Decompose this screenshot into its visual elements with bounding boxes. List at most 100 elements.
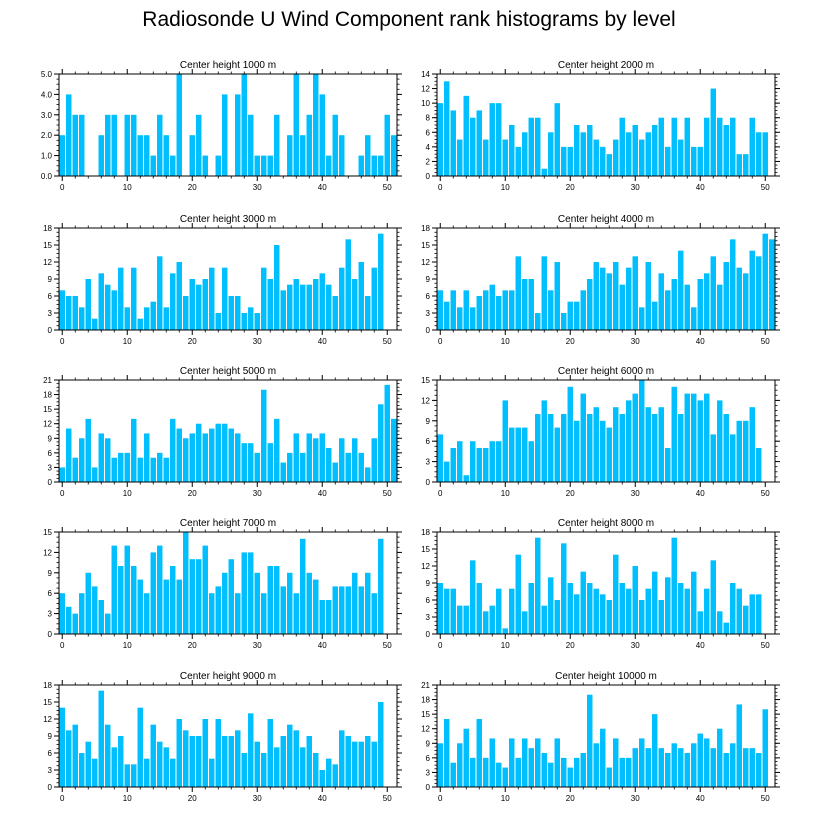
histogram-bar	[457, 139, 463, 176]
histogram-bar	[254, 452, 260, 482]
histogram-bar	[548, 290, 554, 330]
histogram-bar	[749, 250, 755, 330]
histogram-bar	[561, 757, 567, 787]
histogram-bar	[684, 117, 690, 176]
histogram-bar	[554, 600, 560, 634]
histogram-bar	[632, 393, 638, 482]
histogram-bar	[639, 600, 645, 634]
y-tick-label: 5.0	[41, 70, 53, 79]
histogram-bar	[483, 290, 489, 330]
histogram-bar	[300, 538, 306, 634]
y-tick-label: 12	[421, 258, 430, 267]
histogram-bar	[678, 748, 684, 787]
x-tick-label: 20	[188, 641, 197, 650]
panel-title: Center height 9000 m	[180, 671, 276, 682]
histogram-bar	[762, 132, 768, 176]
histogram-bar	[183, 532, 189, 634]
histogram-bar	[489, 284, 495, 330]
histogram-bar	[144, 433, 150, 482]
histogram-bar	[535, 537, 541, 634]
histogram-bar	[632, 748, 638, 787]
y-tick-label: 12	[43, 420, 52, 429]
histogram-bar	[743, 420, 749, 482]
histogram-bar	[267, 279, 273, 330]
histogram-bar	[267, 566, 273, 634]
histogram-bar	[163, 307, 169, 330]
histogram-bar	[209, 267, 215, 330]
histogram-bar	[541, 400, 547, 482]
histogram-bar	[509, 125, 515, 176]
histogram-bar	[658, 407, 664, 482]
histogram-bar	[749, 748, 755, 787]
histogram-bar	[235, 94, 241, 176]
histogram-bar	[137, 135, 143, 176]
histogram-bar	[332, 586, 338, 634]
histogram-bar	[678, 414, 684, 482]
histogram-bar	[209, 758, 215, 787]
histogram-bar	[762, 709, 768, 787]
histogram-bar	[235, 296, 241, 330]
histogram-bar	[98, 273, 104, 330]
histogram-bar	[645, 262, 651, 330]
histogram-bar	[189, 736, 195, 787]
histogram-bar	[209, 593, 215, 634]
histogram-bar	[463, 290, 469, 330]
histogram-bar	[541, 168, 547, 176]
histogram-bar	[332, 296, 338, 330]
histogram-bar	[606, 154, 612, 176]
panel-title: Center height 3000 m	[180, 214, 276, 225]
histogram-bar	[496, 441, 502, 482]
histogram-bar	[131, 764, 137, 787]
y-tick-label: 12	[421, 396, 430, 405]
x-tick-label: 40	[318, 489, 327, 498]
histogram-bar	[476, 110, 482, 176]
histogram-bar	[515, 554, 521, 634]
histogram-bar	[704, 738, 710, 787]
histogram-bar	[723, 262, 729, 330]
x-tick-label: 10	[123, 641, 132, 650]
histogram-bar	[228, 296, 234, 330]
histogram-bar	[509, 290, 515, 330]
histogram-bar	[235, 730, 241, 787]
histogram-bar	[509, 738, 515, 787]
histogram-bar	[639, 139, 645, 176]
panel-title: Center height 6000 m	[558, 366, 654, 377]
histogram-bar	[437, 583, 443, 634]
histogram-bar	[183, 730, 189, 787]
panel-title: Center height 2000 m	[558, 60, 654, 71]
histogram-bar	[85, 741, 91, 787]
histogram-bar	[92, 758, 98, 787]
histogram-bar	[189, 135, 195, 176]
x-tick-label: 10	[123, 489, 132, 498]
histogram-bar	[613, 262, 619, 330]
histogram-bar	[470, 560, 476, 634]
histogram-bar	[502, 628, 508, 634]
x-tick-label: 0	[438, 641, 443, 650]
histogram-bar	[697, 279, 703, 330]
histogram-bar	[313, 579, 319, 634]
histogram-bar	[254, 572, 260, 634]
histogram-bar	[85, 279, 91, 330]
histogram-bar	[671, 279, 677, 330]
y-tick-label: 18	[421, 696, 430, 705]
y-tick-label: 6	[48, 292, 53, 301]
y-tick-label: 3	[426, 613, 431, 622]
histogram-bar	[267, 443, 273, 482]
x-tick-label: 30	[253, 641, 262, 650]
histogram-bar	[352, 438, 358, 482]
histogram-bar	[176, 428, 182, 482]
histogram-bar	[730, 583, 736, 634]
x-tick-label: 10	[123, 337, 132, 346]
panel-title: Center height 8000 m	[558, 518, 654, 529]
histogram-bar	[496, 296, 502, 330]
histogram-bar	[339, 586, 345, 634]
histogram-bar	[450, 448, 456, 482]
histogram-bar	[541, 753, 547, 787]
histogram-bar	[365, 736, 371, 787]
histogram-bar	[502, 139, 508, 176]
panel-title: Center height 5000 m	[180, 366, 276, 377]
histogram-bar	[450, 762, 456, 787]
histogram-bar	[105, 613, 111, 634]
histogram-bar	[496, 762, 502, 787]
histogram-bar	[476, 296, 482, 330]
